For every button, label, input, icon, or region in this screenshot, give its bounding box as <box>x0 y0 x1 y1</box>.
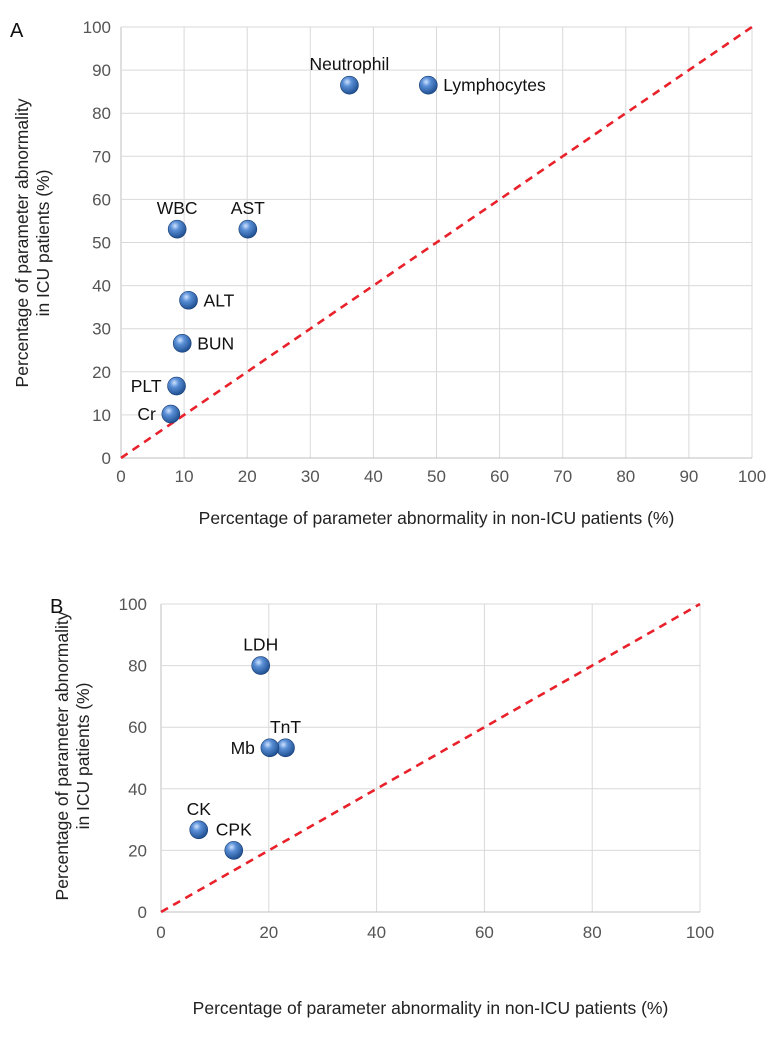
y-tick-label: 0 <box>102 449 111 468</box>
data-point <box>251 656 271 675</box>
y-axis-title: Percentage of parameter abnormalityin IC… <box>12 98 53 387</box>
data-point <box>340 75 359 95</box>
reference-line <box>120 25 753 460</box>
y-tick-label: 80 <box>92 104 111 123</box>
data-point <box>167 219 187 239</box>
data-point <box>418 75 438 95</box>
y-tick-label: 30 <box>92 320 111 339</box>
y-tick-label: 50 <box>92 234 111 253</box>
x-tick-label: 70 <box>553 467 572 486</box>
data-point <box>179 290 198 310</box>
x-tick-label: 20 <box>238 467 257 486</box>
panel-label: B <box>50 596 63 618</box>
y-axis-title-line: Percentage of parameter abnormality <box>12 98 32 387</box>
x-tick-label: 80 <box>583 923 602 942</box>
y-tick-label: 100 <box>119 595 147 614</box>
data-label: TnT <box>270 717 301 737</box>
data-label: Mb <box>231 738 255 758</box>
y-tick-label: 70 <box>92 147 111 166</box>
x-tick-label: 90 <box>679 467 698 486</box>
data-label: LDH <box>243 635 278 655</box>
data-label: Lymphocytes <box>443 75 546 95</box>
data-label: CK <box>187 799 212 819</box>
data-point <box>189 820 209 840</box>
chart-panel-b: 0 20 40 60 80 100 0 20 40 60 80 100 Percentage of pa… <box>50 595 714 1018</box>
y-tick-label: 60 <box>128 718 147 737</box>
y-tick-label: 20 <box>128 841 147 860</box>
x-axis-title: Percentage of parameter abnormality in n… <box>199 508 675 528</box>
x-tick-label: 40 <box>364 467 383 486</box>
data-point <box>260 738 280 758</box>
y-tick-label: 90 <box>92 61 111 80</box>
y-tick-label: 40 <box>128 780 147 799</box>
y-axis-title-line: in ICU patients (%) <box>73 683 93 830</box>
data-point <box>276 738 295 758</box>
x-tick-label: 40 <box>367 923 386 942</box>
x-tick-label: 80 <box>616 467 635 486</box>
y-tick-label: 40 <box>92 277 111 296</box>
data-label: WBC <box>157 198 198 218</box>
x-tick-label: 50 <box>427 467 446 486</box>
x-tick-label: 10 <box>175 467 194 486</box>
x-axis-title: Percentage of parameter abnormality in n… <box>193 998 669 1018</box>
x-tick-label: 60 <box>490 467 509 486</box>
data-point <box>167 376 186 396</box>
data-label: Cr <box>137 404 156 424</box>
data-point <box>172 334 192 353</box>
y-axis-title-line: in ICU patients (%) <box>33 170 53 317</box>
x-tick-label: 30 <box>301 467 320 486</box>
y-axis-title-line: Percentage of parameter abnormality <box>52 611 72 900</box>
y-tick-label: 10 <box>92 406 111 425</box>
data-label: PLT <box>131 376 162 396</box>
panel-label: A <box>10 20 24 42</box>
x-tick-label: 100 <box>686 923 714 942</box>
data-label: CPK <box>216 819 252 839</box>
data-point <box>224 841 244 860</box>
x-tick-label: 0 <box>156 923 165 942</box>
x-tick-label: 100 <box>738 467 766 486</box>
x-tick-label: 60 <box>475 923 494 942</box>
reference-line <box>160 602 701 914</box>
data-point <box>238 219 258 239</box>
y-tick-label: 100 <box>83 18 111 37</box>
chart-panel-a: 0 10 20 30 40 50 60 70 80 90 100 0 10 20 30 40 50 60 70 80 9… <box>10 18 766 528</box>
y-tick-label: 0 <box>138 903 147 922</box>
y-axis-title: Percentage of parameter abnormalityin IC… <box>52 611 93 900</box>
data-label: BUN <box>197 333 234 353</box>
x-tick-label: 0 <box>116 467 125 486</box>
data-label: Neutrophil <box>310 54 390 74</box>
y-tick-label: 60 <box>92 190 111 209</box>
y-tick-label: 80 <box>128 657 147 676</box>
data-label: ALT <box>204 290 235 310</box>
data-point <box>161 404 181 424</box>
x-tick-label: 20 <box>259 923 278 942</box>
data-label: AST <box>231 198 265 218</box>
y-tick-label: 20 <box>92 363 111 382</box>
